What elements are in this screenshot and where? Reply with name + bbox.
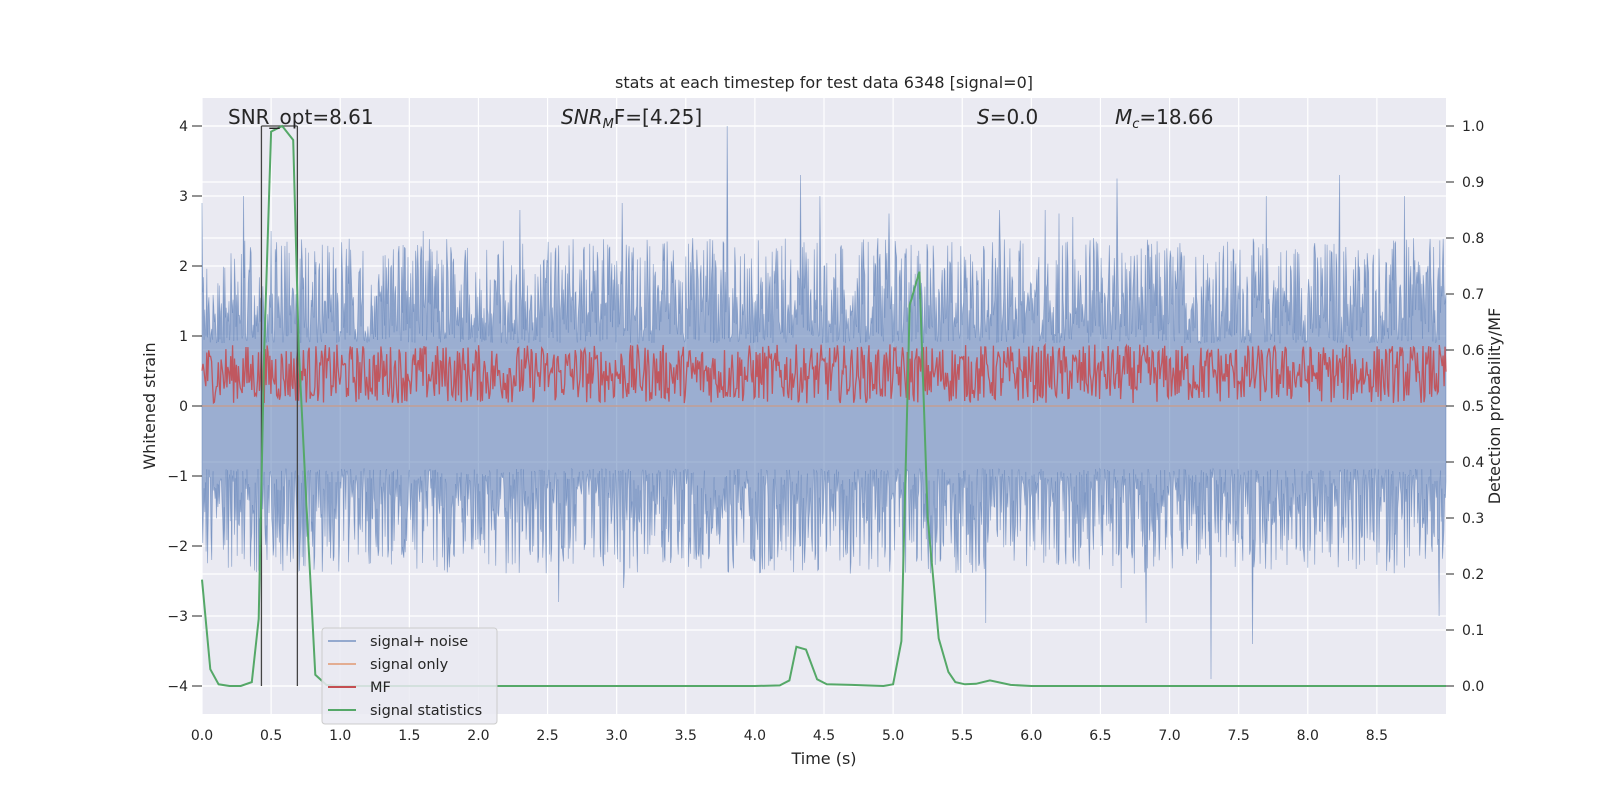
snr-opt-annotation: SNR_opt=8.61: [228, 105, 374, 129]
y-right-tick-label: 0.0: [1462, 679, 1484, 695]
y-tick-label: −1: [167, 469, 188, 485]
x-tick-label: 2.5: [536, 728, 558, 744]
tick-labels: 0.0 0.5 1.0 1.5 2.0 2.5 3.0 3.5 4.0 4.5 5.0 5.5 6.0 6…: [167, 119, 1484, 744]
x-tick-label: 0.5: [260, 728, 282, 744]
mc-subscript: c: [1132, 117, 1139, 132]
x-tick-label: 5.0: [882, 728, 904, 744]
x-tick-label: 3.0: [606, 728, 628, 744]
x-tick-label: 3.5: [675, 728, 697, 744]
y-tick-label: 4: [179, 119, 188, 135]
window-markers: [201, 124, 1446, 688]
y-right-tick-label: 0.1: [1462, 623, 1484, 639]
y-right-tick-label: 0.4: [1462, 455, 1484, 471]
y-right-tick-label: 0.3: [1462, 511, 1484, 527]
x-tick-label: 4.0: [744, 728, 766, 744]
mc-value: =18.66: [1139, 105, 1213, 129]
data-layer: [201, 125, 1447, 680]
x-tick-label: 6.5: [1089, 728, 1111, 744]
y-right-tick-label: 0.6: [1462, 343, 1484, 359]
x-axis-label: Time (s): [790, 749, 856, 768]
y-tick-label: 2: [179, 259, 188, 275]
x-tick-label: 4.5: [813, 728, 835, 744]
y-right-tick-label: 0.5: [1462, 399, 1484, 415]
y-axis-right-label: Detection probability/MF: [1485, 308, 1504, 505]
y-tick-label: 1: [179, 329, 188, 345]
y-right-tick-label: 0.8: [1462, 231, 1484, 247]
x-tick-label: 7.0: [1158, 728, 1180, 744]
series-signal-statistics: [201, 124, 1446, 688]
y-tick-label: 0: [179, 399, 188, 415]
series-mf: [201, 342, 1447, 405]
s-annotation: S=0.0: [977, 105, 1038, 129]
y-right-tick-label: 1.0: [1462, 119, 1484, 135]
s-symbol: S: [977, 105, 990, 129]
y-tick-label: −4: [167, 679, 188, 695]
x-tick-label: 1.0: [329, 728, 351, 744]
snr-mf-subscript: M: [603, 117, 614, 132]
legend: signal+ noise signal only MF signal stat…: [321, 627, 498, 725]
x-tick-label: 2.0: [467, 728, 489, 744]
snr-mf-symbol: SNR: [561, 105, 603, 129]
snr-mf-value: F=[4.25]: [614, 105, 702, 129]
x-tick-label: 0.0: [191, 728, 213, 744]
legend-label-mf: MF: [370, 680, 391, 696]
x-tick-label: 1.5: [398, 728, 420, 744]
y-axis-label: Whitened strain: [140, 342, 159, 469]
series-signal-noise: [201, 125, 1447, 680]
x-tick-label: 7.5: [1228, 728, 1250, 744]
mc-symbol: M: [1115, 105, 1132, 129]
s-value: =0.0: [990, 105, 1039, 129]
y-tick-label: −3: [167, 609, 188, 625]
y-tick-label: −2: [167, 539, 188, 555]
legend-label-signal-noise: signal+ noise: [370, 634, 468, 650]
y-tick-label: 3: [179, 189, 188, 205]
snr-mf-annotation: SNRMF=[4.25]: [561, 105, 702, 132]
y-right-tick-label: 0.7: [1462, 287, 1484, 303]
x-tick-label: 8.0: [1297, 728, 1319, 744]
legend-label-signal-only: signal only: [370, 657, 449, 673]
mc-annotation: Mc=18.66: [1115, 105, 1213, 132]
y-right-tick-label: 0.9: [1462, 175, 1484, 191]
legend-label-signal-statistics: signal statistics: [370, 703, 482, 719]
x-tick-label: 6.0: [1020, 728, 1042, 744]
chart-title: stats at each timestep for test data 634…: [615, 73, 1033, 92]
y-right-tick-label: 0.2: [1462, 567, 1484, 583]
x-tick-label: 8.5: [1366, 728, 1388, 744]
legend-box: [321, 627, 498, 725]
x-tick-label: 5.5: [951, 728, 973, 744]
